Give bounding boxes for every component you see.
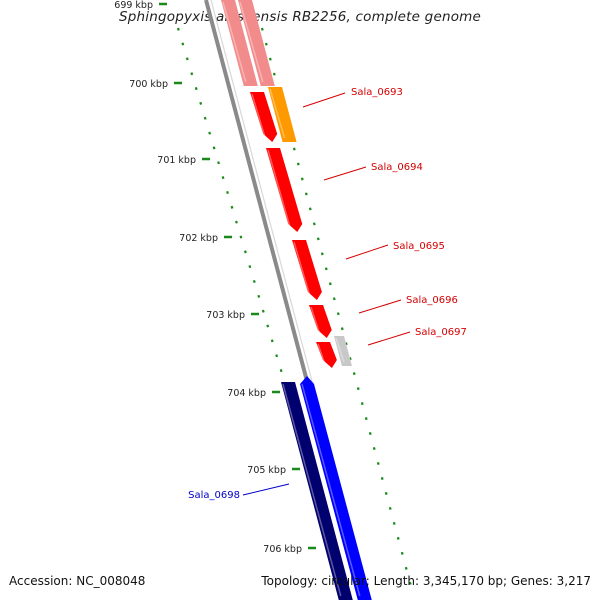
gene-arrow-sala-0696-shade <box>310 306 321 335</box>
gene-label: Sala_0696 <box>406 295 458 306</box>
tick-label: 701 kbp <box>157 155 196 166</box>
gene-label: Sala_0695 <box>393 241 445 252</box>
label-layer: Sala_0693 Sala_0694 Sala_0695 Sala_0696 Sala… <box>188 87 467 501</box>
gene-arrow-sala-0695 <box>292 240 322 300</box>
gene-arrow-faded-2-shade <box>239 1 264 83</box>
tick-layer: 699 kbp 700 kbp 701 kbp 702 kbp 703 kbp 704 k… <box>114 0 412 585</box>
tick-label: 703 kbp <box>206 310 245 321</box>
gene-layer <box>221 0 372 600</box>
tick-label: 704 kbp <box>227 388 266 399</box>
tick-label: 700 kbp <box>129 79 168 90</box>
gene-arrow-sala-0693 <box>268 87 297 142</box>
gene-label-leader <box>302 92 346 108</box>
gene-arrow-sala-0696 <box>309 305 332 338</box>
gene-label: Sala_0694 <box>371 162 423 173</box>
tick-label: 702 kbp <box>179 233 218 244</box>
gene-arrow-faded-shade <box>222 1 247 83</box>
gene-label-leader <box>358 299 402 314</box>
gene-arrow-sala-0693-left-shade <box>251 93 266 139</box>
gene-arrow-sala-0697 <box>334 336 352 366</box>
gene-arrow-faded <box>221 0 258 86</box>
gene-arrow-sala-0697-red-shade <box>317 343 326 365</box>
gene-arrow-sala-0697-shade <box>335 337 345 363</box>
gene-label: Sala_0693 <box>351 87 403 98</box>
gene-arrow-dark-blue-shade <box>282 383 342 597</box>
gene-arrow-sala-0693-shade <box>269 88 286 139</box>
gene-label-leader <box>323 166 367 181</box>
gene-arrow-sala-0695-shade <box>293 241 311 297</box>
gene-arrow-sala-0694-shade <box>267 149 291 229</box>
gene-arrow-dark-blue <box>281 382 353 600</box>
left-tick-dots <box>176 27 292 402</box>
genome-stats-text: Topology: circular; Length: 3,345,170 bp… <box>261 574 591 588</box>
gene-label: Sala_0698 <box>188 490 240 501</box>
gene-arrow-faded-2 <box>238 0 275 86</box>
gene-label-leader <box>242 483 290 496</box>
gene-arrow-sala-0693-left <box>250 92 278 142</box>
gene-arrow-sala-0698-shade <box>301 383 361 597</box>
accession-text: Accession: NC_008048 <box>9 574 146 588</box>
gene-arrow-sala-0698 <box>300 376 372 600</box>
gene-arrow-sala-0694 <box>266 148 303 232</box>
tick-label: 699 kbp <box>114 0 153 11</box>
gene-label-leader <box>345 244 389 260</box>
tick-label: 706 kbp <box>263 544 302 555</box>
gene-label-leader <box>367 331 411 346</box>
gene-label: Sala_0697 <box>415 327 467 338</box>
gene-arrow-sala-0697-red <box>316 342 337 368</box>
tick-label: 705 kbp <box>247 465 286 476</box>
